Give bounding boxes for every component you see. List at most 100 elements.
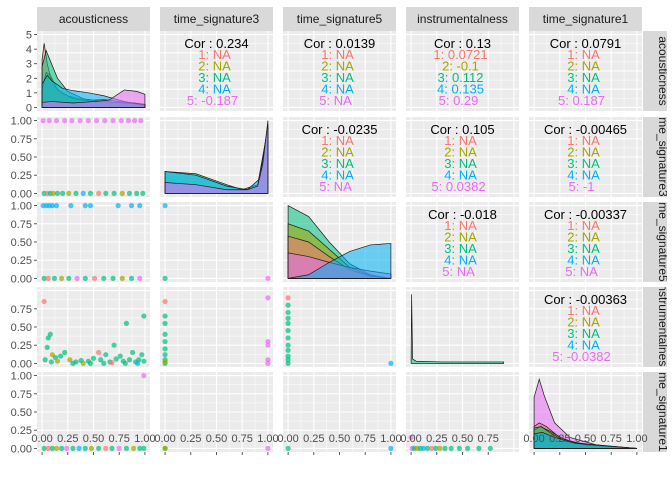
group-correlation: 1: NA <box>321 133 354 148</box>
scatter-point <box>285 320 291 326</box>
scatter-point <box>49 203 55 209</box>
scatter-point <box>54 190 61 196</box>
row-strip <box>643 202 667 282</box>
group-correlation: 1: NA <box>567 218 600 233</box>
y-tick-label: 0.25 <box>11 425 32 437</box>
scatter-point <box>93 118 100 124</box>
scatter-point <box>162 275 168 281</box>
scatter-point <box>119 190 125 196</box>
correlation-title: Cor : 0.13 <box>434 36 491 51</box>
panel-gridlines <box>34 31 642 455</box>
scatter-point <box>54 358 61 364</box>
column-strip-label: time_signature3 <box>174 12 260 26</box>
scatter-point <box>44 344 50 350</box>
density-curve <box>164 120 269 194</box>
density-curve <box>533 432 637 449</box>
scatter-point <box>62 349 68 356</box>
row-strip <box>643 117 667 197</box>
y-tick-label: 0.00 <box>11 443 32 455</box>
scatter-point <box>113 356 119 362</box>
scatter-point <box>162 203 168 209</box>
y-tick-label: 0.75 <box>11 134 32 146</box>
group-correlation: 2: NA <box>444 230 477 245</box>
scatter-point <box>476 445 482 451</box>
row-strip-group: instrumentalness <box>656 287 667 367</box>
scatter-point <box>285 335 291 341</box>
scatter-point <box>285 342 291 348</box>
scatter-point <box>47 331 53 337</box>
x-tick-label: 0.25 <box>426 433 447 445</box>
y-tick-label: 0.50 <box>11 152 32 164</box>
x-tick-label: 0.25 <box>303 433 324 445</box>
scatter-point <box>285 360 291 366</box>
correlation-title: Cor : -0.00337 <box>544 207 627 222</box>
scatter-point <box>162 445 168 451</box>
scatter-point <box>139 352 145 358</box>
group-correlation: 3: NA <box>198 70 231 85</box>
scatter-point <box>388 360 394 366</box>
scatter-point <box>465 445 471 451</box>
scatter-point <box>125 118 132 124</box>
scatter-point <box>50 190 56 196</box>
scatter-point <box>265 357 271 363</box>
scatter-point <box>103 190 109 196</box>
chart-text: acousticness time_signature3 time_signatur… <box>11 12 667 455</box>
scatter-point <box>141 445 147 451</box>
scatter-point <box>91 275 98 281</box>
y-tick-label: 0.75 <box>11 389 32 401</box>
scatter-point <box>265 338 271 345</box>
scatter-point <box>41 275 47 281</box>
scatter-point <box>137 203 143 209</box>
column-strip-label: time_signature1 <box>543 12 629 26</box>
scatter-point <box>123 445 130 451</box>
scatter-point <box>45 275 51 281</box>
scatter-point <box>126 357 133 363</box>
scatter-point <box>140 190 146 196</box>
scatter-point <box>103 352 109 358</box>
column-strip <box>529 7 642 31</box>
scatter-point <box>109 360 115 366</box>
row-strip <box>643 372 667 452</box>
scatter-point <box>110 275 116 281</box>
scatter-point <box>285 347 291 353</box>
scatter-point <box>162 346 168 352</box>
scatter-point <box>141 358 147 364</box>
group-correlation: 3: NA <box>567 70 600 85</box>
scatter-point <box>424 445 431 451</box>
x-tick-label: 1.00 <box>380 433 401 445</box>
group-correlation: 5: NA <box>319 179 352 194</box>
group-correlation: 4: NA <box>444 253 477 268</box>
scatter-point <box>118 118 124 124</box>
y-tick-label: 1.00 <box>11 201 32 213</box>
row-strip <box>643 31 667 111</box>
scatter-point <box>48 359 54 365</box>
group-correlation: 5: 0.0382 <box>431 179 485 194</box>
scatter-point <box>77 118 83 124</box>
column-strip <box>406 7 519 31</box>
scatter-point <box>141 313 147 319</box>
scatter-point <box>80 360 86 366</box>
scatter-point <box>88 445 95 451</box>
x-tick-label: 0.75 <box>108 433 129 445</box>
group-correlation: 1: NA <box>567 133 600 148</box>
x-tick-label: 1.00 <box>626 433 647 445</box>
scatter-point <box>162 298 168 305</box>
scatter-point <box>53 118 60 124</box>
x-tick-label: 0.50 <box>329 433 350 445</box>
scatter-point <box>98 357 104 363</box>
scatter-point <box>442 445 448 451</box>
x-tick-label: 0.50 <box>83 433 104 445</box>
correlation-title: Cor : 0.105 <box>430 122 494 137</box>
x-tick-label: 0.75 <box>600 433 621 445</box>
scatter-point <box>76 445 82 451</box>
scatter-point <box>122 360 128 366</box>
group-correlation: 3: NA <box>567 326 600 341</box>
x-tick-label: 0.75 <box>231 433 252 445</box>
scatter-point <box>85 118 91 124</box>
scatter-point <box>96 349 102 356</box>
group-correlation: 4: NA <box>567 253 600 268</box>
x-tick-label: 0.25 <box>549 433 570 445</box>
scatter-point <box>433 445 439 451</box>
scatter-point <box>82 445 88 451</box>
y-tick-label: 0.25 <box>11 170 32 182</box>
